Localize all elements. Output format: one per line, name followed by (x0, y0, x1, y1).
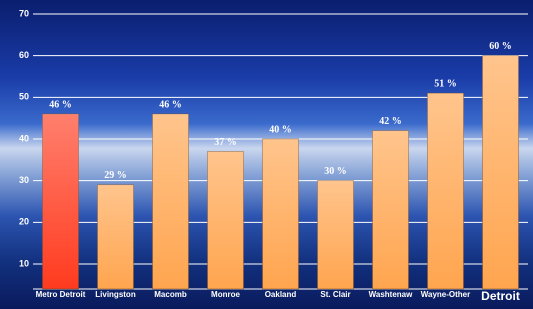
x-tick-label: Metro Detroit (34, 290, 88, 300)
bar (153, 114, 189, 289)
value-label: 46 % (49, 99, 72, 110)
x-tick-label: Washtenaw (364, 290, 418, 300)
x-tick-label: Detroit (474, 290, 528, 302)
bar (483, 56, 519, 289)
x-tick-label: Monroe (199, 290, 253, 300)
value-label: 29 % (104, 170, 127, 181)
y-tick-label: 60 (19, 50, 29, 60)
bar (318, 181, 354, 289)
chart: 10 20 30 40 50 60 70 46 % 29 % 46 % 37 % 40 % 30 % 42… (0, 0, 533, 309)
bar (373, 131, 409, 289)
y-tick-label: 50 (19, 92, 29, 102)
plot: 10 20 30 40 50 60 70 46 % 29 % 46 % 37 % 40 % 30 % 42… (0, 0, 533, 309)
bar (208, 152, 244, 290)
value-label: 42 % (379, 116, 402, 127)
x-tick-label: Wayne-Other (419, 290, 473, 300)
y-tick-label: 20 (19, 217, 29, 227)
bar (428, 93, 464, 289)
value-label: 46 % (159, 99, 182, 110)
bar (263, 139, 299, 289)
value-label: 60 % (489, 41, 512, 52)
x-tick-label: Macomb (144, 290, 198, 300)
y-tick-label: 40 (19, 133, 29, 143)
y-tick-label: 30 (19, 175, 29, 185)
value-label: 51 % (434, 78, 457, 89)
value-label: 40 % (269, 124, 292, 135)
value-label: 37 % (214, 137, 237, 148)
x-tick-label: Livingston (89, 290, 143, 300)
y-tick-label: 10 (19, 258, 29, 268)
value-label: 30 % (324, 166, 347, 177)
bar (43, 114, 79, 289)
x-tick-label: Oakland (254, 290, 308, 300)
x-tick-label: St. Clair (309, 290, 363, 300)
bar (98, 185, 134, 289)
y-tick-label: 70 (19, 8, 29, 18)
